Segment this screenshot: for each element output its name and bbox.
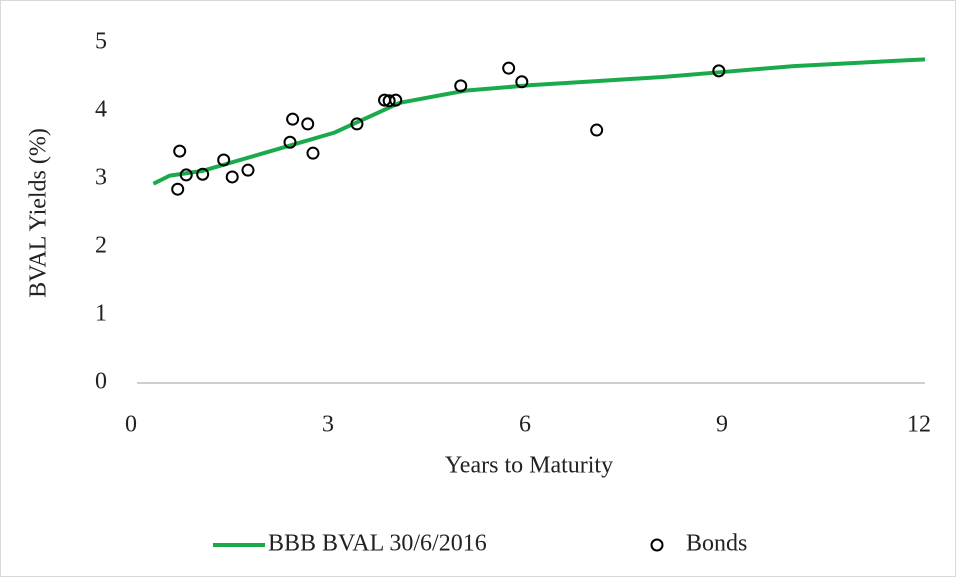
scatter-point — [454, 79, 468, 93]
scatter-point — [286, 112, 300, 126]
y-tick-label: 1 — [95, 301, 107, 327]
y-tick-label: 0 — [95, 369, 107, 395]
y-axis-title: BVAL Yields (%) — [26, 128, 52, 298]
scatter-point — [515, 75, 529, 89]
scatter-point — [217, 153, 231, 167]
scatter-point — [196, 167, 210, 181]
y-tick-label: 4 — [95, 97, 107, 123]
x-tick-label: 9 — [716, 412, 728, 438]
scatter-point — [179, 168, 193, 182]
scatter-point — [350, 117, 364, 131]
x-axis-title: Years to Maturity — [445, 453, 613, 479]
scatter-point — [301, 117, 315, 131]
scatter-point — [283, 135, 297, 149]
legend-marker — [650, 538, 664, 552]
x-tick-label: 12 — [907, 412, 931, 438]
y-tick-label: 2 — [95, 233, 107, 259]
y-tick-label: 3 — [95, 165, 107, 191]
scatter-point — [389, 93, 403, 107]
scatter-point — [173, 144, 187, 158]
x-tick-label: 3 — [322, 412, 334, 438]
scatter-point — [712, 64, 726, 78]
scatter-point — [241, 163, 255, 177]
scatter-point — [590, 123, 604, 137]
scatter-point — [171, 182, 185, 196]
y-tick-label: 5 — [95, 29, 107, 55]
scatter-point — [502, 61, 516, 75]
series-line — [152, 57, 926, 186]
legend-label: Bonds — [686, 531, 747, 557]
x-tick-label: 6 — [519, 412, 531, 438]
x-tick-label: 0 — [125, 412, 137, 438]
legend-label: BBB BVAL 30/6/2016 — [268, 531, 487, 557]
scatter-point — [225, 170, 239, 184]
scatter-point — [382, 94, 396, 108]
scatter-point — [306, 146, 320, 160]
